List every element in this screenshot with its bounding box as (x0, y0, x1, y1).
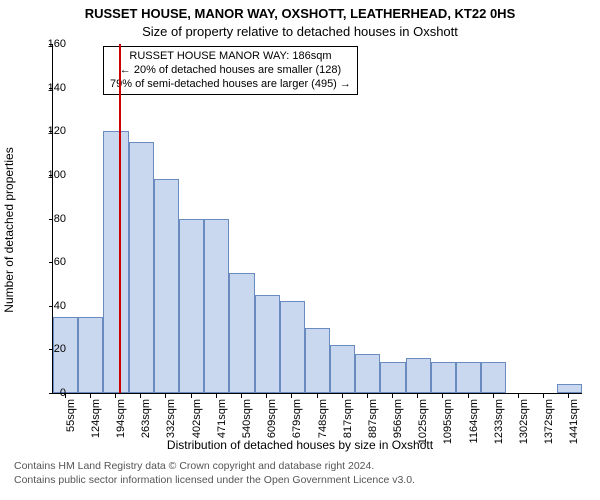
info-line1: RUSSET HOUSE MANOR WAY: 186sqm (110, 50, 351, 64)
y-tick-mark (49, 175, 53, 176)
y-tick-mark (49, 131, 53, 132)
x-tick-label: 263sqm (140, 399, 152, 449)
info-box: RUSSET HOUSE MANOR WAY: 186sqm ← 20% of … (103, 46, 358, 95)
x-tick-label: 817sqm (342, 399, 354, 449)
x-tick-mark (191, 394, 192, 398)
histogram-bar (255, 295, 280, 393)
x-tick-label: 332sqm (165, 399, 177, 449)
histogram-bar (481, 362, 506, 393)
y-tick-mark (49, 393, 53, 394)
x-tick-mark (241, 394, 242, 398)
histogram-bar (330, 345, 355, 393)
x-tick-label: 1441sqm (568, 399, 580, 449)
chart-title-line1: RUSSET HOUSE, MANOR WAY, OXSHOTT, LEATHE… (0, 6, 600, 21)
footer-line2: Contains public sector information licen… (14, 474, 590, 488)
x-tick-label: 402sqm (191, 399, 203, 449)
histogram-bar (355, 354, 380, 393)
x-tick-label: 471sqm (216, 399, 228, 449)
chart-container: RUSSET HOUSE, MANOR WAY, OXSHOTT, LEATHE… (0, 0, 600, 500)
x-tick-label: 124sqm (90, 399, 102, 449)
x-tick-mark (417, 394, 418, 398)
y-tick-mark (49, 306, 53, 307)
x-tick-label: 748sqm (317, 399, 329, 449)
histogram-bar (154, 179, 179, 393)
property-marker-line (119, 44, 121, 393)
histogram-bar (179, 219, 204, 394)
x-tick-mark (518, 394, 519, 398)
x-tick-label: 679sqm (291, 399, 303, 449)
plot-area: RUSSET HOUSE MANOR WAY: 186sqm ← 20% of … (52, 44, 582, 394)
x-tick-mark (90, 394, 91, 398)
histogram-bar (129, 142, 154, 393)
x-tick-mark (65, 394, 66, 398)
footer-attribution: Contains HM Land Registry data © Crown c… (14, 460, 590, 487)
histogram-bar (229, 273, 254, 393)
x-tick-label: 887sqm (367, 399, 379, 449)
x-tick-mark (266, 394, 267, 398)
x-tick-mark (493, 394, 494, 398)
x-tick-mark (165, 394, 166, 398)
x-tick-mark (543, 394, 544, 398)
histogram-bar (557, 384, 582, 393)
histogram-bar (78, 317, 103, 393)
info-line3: 79% of semi-detached houses are larger (… (110, 78, 351, 92)
x-tick-label: 1025sqm (417, 399, 429, 449)
x-tick-mark (115, 394, 116, 398)
info-line2: ← 20% of detached houses are smaller (12… (110, 64, 351, 78)
y-tick-mark (49, 88, 53, 89)
x-tick-mark (216, 394, 217, 398)
x-tick-label: 956sqm (392, 399, 404, 449)
histogram-bar (456, 362, 481, 393)
x-tick-label: 1233sqm (493, 399, 505, 449)
y-tick-mark (49, 349, 53, 350)
x-tick-label: 194sqm (115, 399, 127, 449)
x-tick-mark (317, 394, 318, 398)
histogram-bar (305, 328, 330, 393)
histogram-bar (380, 362, 405, 393)
y-tick-mark (49, 44, 53, 45)
x-tick-label: 609sqm (266, 399, 278, 449)
x-tick-mark (392, 394, 393, 398)
x-tick-mark (291, 394, 292, 398)
chart-title-line2: Size of property relative to detached ho… (0, 24, 600, 39)
histogram-bar (406, 358, 431, 393)
x-tick-mark (342, 394, 343, 398)
y-axis-label: Number of detached properties (2, 65, 16, 230)
x-tick-mark (442, 394, 443, 398)
x-tick-mark (367, 394, 368, 398)
histogram-bar (204, 219, 229, 394)
footer-line1: Contains HM Land Registry data © Crown c… (14, 460, 590, 474)
histogram-bar (280, 301, 305, 393)
histogram-bar (103, 131, 128, 393)
x-tick-label: 55sqm (65, 399, 77, 449)
x-tick-label: 1095sqm (442, 399, 454, 449)
x-tick-mark (568, 394, 569, 398)
histogram-bar (431, 362, 456, 393)
x-tick-mark (140, 394, 141, 398)
x-tick-mark (468, 394, 469, 398)
y-tick-mark (49, 262, 53, 263)
x-tick-label: 1302sqm (518, 399, 530, 449)
x-tick-label: 1372sqm (543, 399, 555, 449)
x-tick-label: 1164sqm (468, 399, 480, 449)
x-tick-label: 540sqm (241, 399, 253, 449)
y-tick-mark (49, 219, 53, 220)
